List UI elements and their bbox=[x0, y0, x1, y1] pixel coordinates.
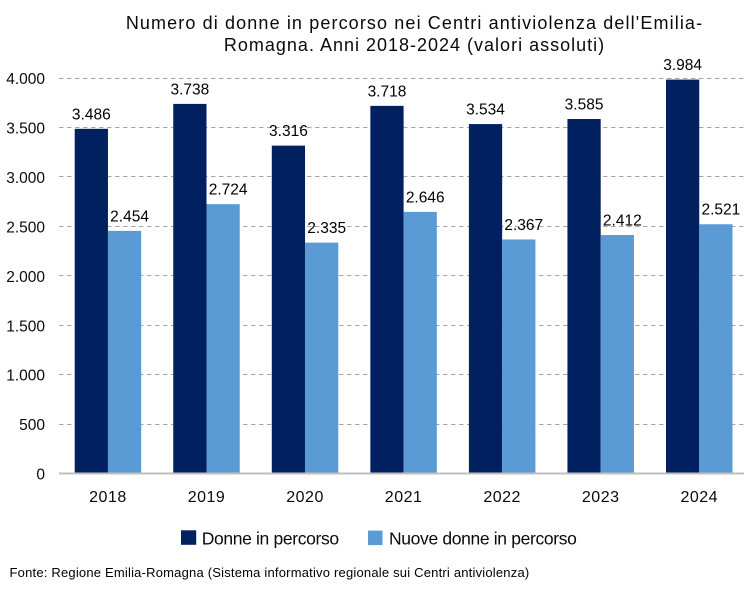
svg-text:3.738: 3.738 bbox=[170, 81, 209, 98]
svg-text:2021: 2021 bbox=[385, 489, 423, 506]
svg-text:3.585: 3.585 bbox=[565, 97, 604, 114]
svg-text:500: 500 bbox=[19, 417, 45, 434]
svg-text:2.500: 2.500 bbox=[6, 219, 45, 236]
svg-text:2023: 2023 bbox=[582, 489, 620, 506]
svg-text:2.412: 2.412 bbox=[603, 213, 642, 230]
svg-text:3.984: 3.984 bbox=[663, 57, 702, 74]
svg-text:Donne in percorso: Donne in percorso bbox=[202, 528, 339, 548]
svg-text:3.500: 3.500 bbox=[6, 121, 45, 138]
svg-text:1.500: 1.500 bbox=[6, 318, 45, 335]
svg-text:3.718: 3.718 bbox=[368, 83, 407, 100]
svg-text:2018: 2018 bbox=[89, 489, 127, 506]
svg-text:2020: 2020 bbox=[286, 489, 324, 506]
svg-text:1.000: 1.000 bbox=[6, 368, 45, 385]
svg-text:2.521: 2.521 bbox=[701, 202, 740, 219]
svg-text:Fonte: Regione Emilia-Romagna: Fonte: Regione Emilia-Romagna (Sistema i… bbox=[10, 565, 530, 580]
svg-text:4.000: 4.000 bbox=[6, 71, 45, 88]
svg-text:2.367: 2.367 bbox=[504, 217, 543, 234]
svg-text:Romagna. Anni 2018-2024 (valor: Romagna. Anni 2018-2024 (valori assoluti… bbox=[224, 35, 605, 55]
svg-text:2.724: 2.724 bbox=[209, 182, 248, 199]
svg-text:2022: 2022 bbox=[483, 489, 521, 506]
svg-text:2.000: 2.000 bbox=[6, 269, 45, 286]
svg-text:3.486: 3.486 bbox=[72, 106, 111, 123]
svg-text:3.316: 3.316 bbox=[269, 123, 308, 140]
svg-text:2024: 2024 bbox=[680, 489, 718, 506]
svg-text:3.534: 3.534 bbox=[466, 102, 505, 119]
svg-text:0: 0 bbox=[36, 467, 45, 484]
svg-text:2.646: 2.646 bbox=[406, 189, 445, 206]
svg-text:Numero di donne in percorso ne: Numero di donne in percorso nei Centri a… bbox=[126, 13, 703, 33]
svg-text:3.000: 3.000 bbox=[6, 170, 45, 187]
svg-text:2.335: 2.335 bbox=[307, 220, 346, 237]
svg-text:2.454: 2.454 bbox=[110, 208, 149, 225]
svg-text:Nuove donne in percorso: Nuove donne in percorso bbox=[389, 528, 577, 548]
svg-text:2019: 2019 bbox=[188, 489, 226, 506]
